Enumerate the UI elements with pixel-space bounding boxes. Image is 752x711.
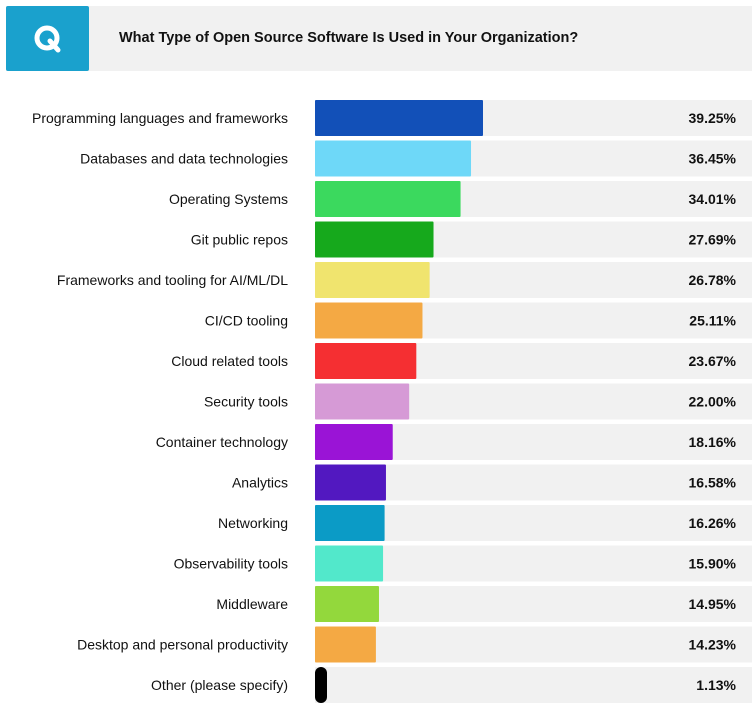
value-label-git-public-repos: 27.69%: [689, 232, 737, 248]
value-label-security-tools: 22.00%: [689, 394, 737, 410]
bar-observability-tools: [315, 545, 384, 582]
bar-track-middleware: [315, 586, 752, 622]
question-badge: [6, 6, 89, 71]
value-label-middleware: 14.95%: [689, 596, 737, 612]
bar-databases-and-data-technologies: [315, 140, 472, 177]
value-label-frameworks-and-tooling-for-ai-ml-dl: 26.78%: [689, 272, 737, 288]
question-header: What Type of Open Source Software Is Use…: [6, 6, 752, 71]
category-label-cloud-related-tools: Cloud related tools: [171, 353, 288, 369]
category-label-desktop-and-personal-productivity: Desktop and personal productivity: [77, 637, 288, 653]
category-label-security-tools: Security tools: [204, 394, 288, 410]
category-label-other-please-specify: Other (please specify): [151, 677, 288, 693]
value-label-programming-languages-and-frameworks: 39.25%: [689, 110, 737, 126]
category-label-networking: Networking: [218, 515, 288, 531]
bar-analytics: [315, 464, 386, 501]
value-label-networking: 16.26%: [689, 515, 737, 531]
category-label-analytics: Analytics: [232, 475, 288, 491]
category-label-container-technology: Container technology: [156, 434, 288, 450]
bar-programming-languages-and-frameworks: [315, 100, 483, 136]
value-label-ci-cd-tooling: 25.11%: [689, 313, 736, 329]
value-label-desktop-and-personal-productivity: 14.23%: [689, 637, 737, 653]
category-label-frameworks-and-tooling-for-ai-ml-dl: Frameworks and tooling for AI/ML/DL: [57, 272, 288, 288]
bar-ci-cd-tooling: [315, 302, 423, 339]
category-label-operating-systems: Operating Systems: [169, 191, 288, 207]
category-label-ci-cd-tooling: CI/CD tooling: [205, 313, 288, 329]
value-label-databases-and-data-technologies: 36.45%: [689, 151, 737, 167]
bar-track-observability-tools: [315, 545, 752, 582]
chart-title: What Type of Open Source Software Is Use…: [119, 30, 579, 46]
q-letter-icon: [34, 25, 61, 53]
category-label-observability-tools: Observability tools: [174, 556, 288, 572]
bar-track-networking: [315, 505, 752, 541]
bar-container-technology: [315, 424, 393, 460]
bar-frameworks-and-tooling-for-ai-ml-dl: [315, 262, 430, 298]
value-label-operating-systems: 34.01%: [689, 191, 737, 207]
category-label-databases-and-data-technologies: Databases and data technologies: [80, 151, 288, 167]
bar-track-desktop-and-personal-productivity: [315, 626, 752, 663]
bar-desktop-and-personal-productivity: [315, 626, 376, 663]
value-label-analytics: 16.58%: [689, 475, 737, 491]
bar-other-please-specify: [315, 667, 327, 703]
bar-security-tools: [315, 383, 410, 420]
bar-networking: [315, 505, 385, 541]
bar-track-other-please-specify: [315, 667, 752, 703]
category-label-programming-languages-and-frameworks: Programming languages and frameworks: [32, 110, 288, 126]
bar-operating-systems: [315, 181, 461, 217]
bar-cloud-related-tools: [315, 343, 417, 379]
bar-git-public-repos: [315, 221, 434, 258]
value-label-container-technology: 18.16%: [689, 434, 737, 450]
bar-track-analytics: [315, 464, 752, 501]
value-label-cloud-related-tools: 23.67%: [689, 353, 737, 369]
value-label-other-please-specify: 1.13%: [696, 677, 736, 693]
bar-middleware: [315, 586, 379, 622]
category-label-middleware: Middleware: [216, 596, 288, 612]
category-label-git-public-repos: Git public repos: [191, 232, 288, 248]
value-label-observability-tools: 15.90%: [689, 556, 737, 572]
